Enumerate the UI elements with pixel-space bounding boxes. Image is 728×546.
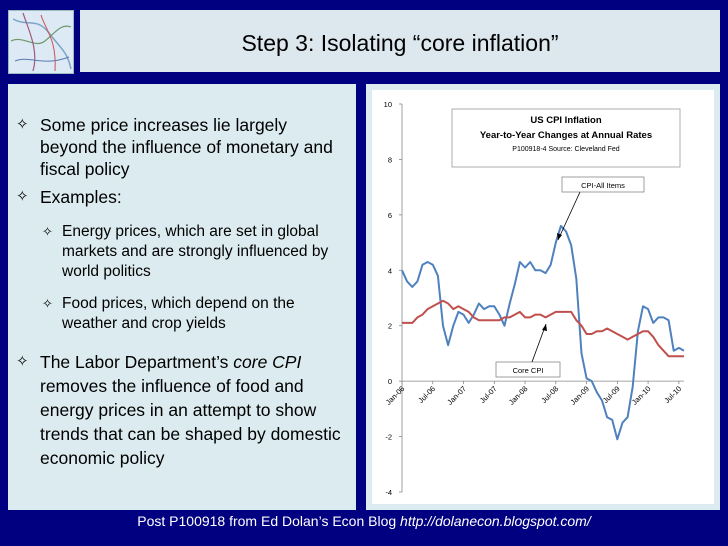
series-line-core-cpi <box>402 299 684 358</box>
series-line-cpi-all-items <box>401 224 685 441</box>
y-tick-label: 8 <box>388 155 392 164</box>
footer-text: Post P100918 from Ed Dolan’s Econ Blog <box>137 513 401 529</box>
footer: Post P100918 from Ed Dolan’s Econ Blog h… <box>0 513 728 529</box>
core-cpi-label-box <box>495 361 561 378</box>
bullet-item: ✧ Examples: <box>16 186 346 208</box>
chart-subtitle: Year-to-Year Changes at Annual Rates <box>480 130 652 141</box>
bullet-text: Examples: <box>40 187 122 207</box>
sub-bullet-item: ✧ Energy prices, which are set in global… <box>42 222 346 282</box>
chart-title-box <box>451 108 681 168</box>
bullet-text: The Labor Department’s core CPI removes … <box>16 350 352 470</box>
arrowhead-icon <box>542 324 547 331</box>
bullet-text-post: removes the influence of food and energy… <box>40 376 341 468</box>
y-tick-label: -4 <box>385 488 392 497</box>
bullet-text: Energy prices, which are set in global m… <box>62 223 329 280</box>
y-tick-label: 2 <box>388 322 392 331</box>
diamond-bullet-icon: ✧ <box>42 224 53 239</box>
chart-title: US CPI Inflation <box>530 115 601 126</box>
logo-thumbnail <box>8 10 74 74</box>
cpi-all-items-arrow <box>557 191 581 241</box>
core-cpi-arrow <box>531 323 547 363</box>
title-bar: Step 3: Isolating “core inflation” <box>80 10 720 72</box>
diamond-bullet-icon: ✧ <box>16 116 29 133</box>
cpi-all-items-label: CPI-All Items <box>581 181 625 190</box>
chart-frame: -4 -2 0 2 4 6 8 10 Jan-06 Jul-06 Jan-07 Jul-07 Jan-0… <box>366 84 720 510</box>
y-tick-label: 10 <box>384 100 392 109</box>
diamond-bullet-icon: ✧ <box>16 188 29 205</box>
arrowhead-icon <box>557 233 562 240</box>
bullet-text-pre: The Labor Department’s <box>40 352 234 372</box>
diamond-bullet-icon: ✧ <box>16 353 29 370</box>
logo-graphic <box>9 11 73 73</box>
core-cpi-label: Core CPI <box>513 366 544 375</box>
diamond-bullet-icon: ✧ <box>42 296 53 311</box>
chart-source: P100918-4 Source: Cleveland Fed <box>512 146 620 153</box>
cpi-all-items-label-box <box>561 176 645 193</box>
y-tick-label: 4 <box>388 266 392 275</box>
bullet-text: Food prices, which depend on the weather… <box>62 295 295 332</box>
y-tick-label: -2 <box>385 433 392 442</box>
bullet-item: ✧ Some price increases lie largely beyon… <box>16 114 346 180</box>
core-cpi-emphasis: core CPI <box>233 352 302 372</box>
y-tick-label: 6 <box>388 211 392 220</box>
footer-url-link[interactable]: http://dolanecon.blogspot.com/ <box>400 513 591 529</box>
slide-title: Step 3: Isolating “core inflation” <box>241 30 559 56</box>
sub-bullet-item: ✧ Food prices, which depend on the weath… <box>42 294 346 334</box>
bullet-text: Some price increases lie largely beyond … <box>40 115 333 179</box>
y-tick-label: 0 <box>388 377 392 386</box>
bullet-item: ✧ The Labor Department’s core CPI remove… <box>16 350 352 470</box>
bullet-panel: ✧ Some price increases lie largely beyon… <box>8 84 356 510</box>
